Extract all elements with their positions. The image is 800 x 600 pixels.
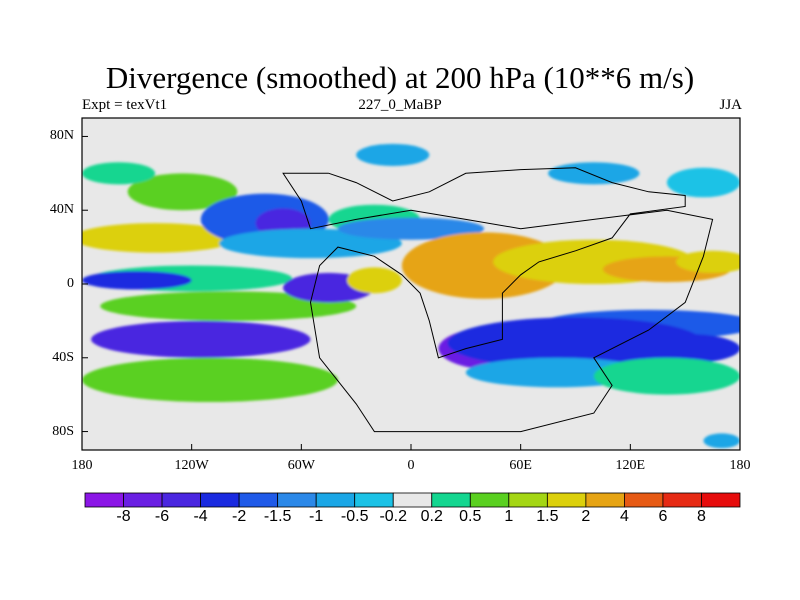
colorbar-label: 1.5 [536, 508, 559, 525]
contour-region-14 [337, 217, 485, 240]
colorbar-box [238, 492, 279, 508]
colorbar-box [200, 492, 240, 508]
contour-region-0 [127, 173, 238, 211]
contour-region-28 [703, 433, 740, 449]
experiment-label: Expt = texVt1 [82, 97, 168, 113]
contour-region-10 [219, 228, 402, 259]
colorbar-label: 0.5 [459, 508, 482, 525]
colorbar-box [84, 492, 124, 508]
colorbar-box [315, 492, 356, 508]
colorbar-box [546, 492, 587, 508]
contour-region-24 [593, 357, 740, 395]
time-label: 227_0_MaBP [358, 97, 442, 113]
colorbar-label: -1 [309, 508, 324, 525]
contour-region-6 [91, 320, 311, 358]
contour-region-1 [82, 162, 156, 185]
contour-region-2 [82, 223, 238, 253]
plot-title: Divergence (smoothed) at 200 hPa (10**6 … [105, 60, 695, 95]
colorbar-box [624, 492, 664, 508]
colorbar-box [392, 492, 433, 508]
lat-label: 80N [49, 128, 74, 144]
axis-ticks [81, 135, 741, 450]
lat-label: 80S [52, 423, 74, 439]
contour-region-4 [82, 271, 192, 290]
contour-region-12 [347, 267, 402, 294]
lat-label: 0 [67, 276, 74, 291]
colorbar-label: 0.2 [420, 508, 443, 525]
colorbar-label: 6 [658, 508, 668, 525]
lon-label: 0 [407, 458, 415, 473]
colorbar-box [354, 492, 394, 508]
season-label: JJA [719, 97, 742, 113]
contour-region-18 [676, 250, 740, 273]
lon-label: 120E [615, 458, 646, 473]
colorbar-label: 1 [504, 508, 514, 525]
colorbar-label: -0.2 [379, 508, 408, 525]
colorbar-box [431, 492, 471, 508]
contour-field [82, 143, 740, 449]
contour-region-5 [100, 291, 357, 321]
colorbar-label: 8 [697, 508, 706, 525]
lon-label: 60E [509, 458, 532, 473]
colorbar-box [585, 492, 625, 508]
colorbar-label: 2 [581, 508, 591, 525]
colorbar-label: 4 [619, 508, 629, 525]
contour-region-22 [630, 333, 740, 364]
contour-region-27 [356, 143, 430, 166]
contour-region-7 [82, 357, 338, 403]
colorbar-box [123, 492, 163, 508]
colorbar-box [161, 492, 201, 508]
continent-outline [282, 167, 714, 433]
colorbar-label: -4 [193, 508, 208, 525]
colorbar-label: -0.5 [340, 508, 369, 525]
colorbar-box [508, 492, 548, 508]
lat-label: 40S [52, 349, 74, 365]
lon-label: 180 [71, 458, 93, 473]
colorbar-box [277, 492, 317, 508]
colorbar-box [469, 492, 510, 508]
lon-label: 180 [729, 458, 751, 473]
lat-label: 40N [49, 202, 74, 218]
colorbar-box [662, 492, 702, 508]
contour-region-25 [666, 167, 740, 198]
lon-label: 60W [287, 458, 315, 473]
colorbar-box [701, 492, 741, 508]
colorbar-label: -1.5 [263, 508, 292, 525]
colorbar-label: -8 [116, 508, 131, 525]
colorbar-label: -6 [154, 508, 170, 525]
lon-label: 120W [174, 458, 209, 473]
colorbar-label: -2 [231, 508, 247, 525]
